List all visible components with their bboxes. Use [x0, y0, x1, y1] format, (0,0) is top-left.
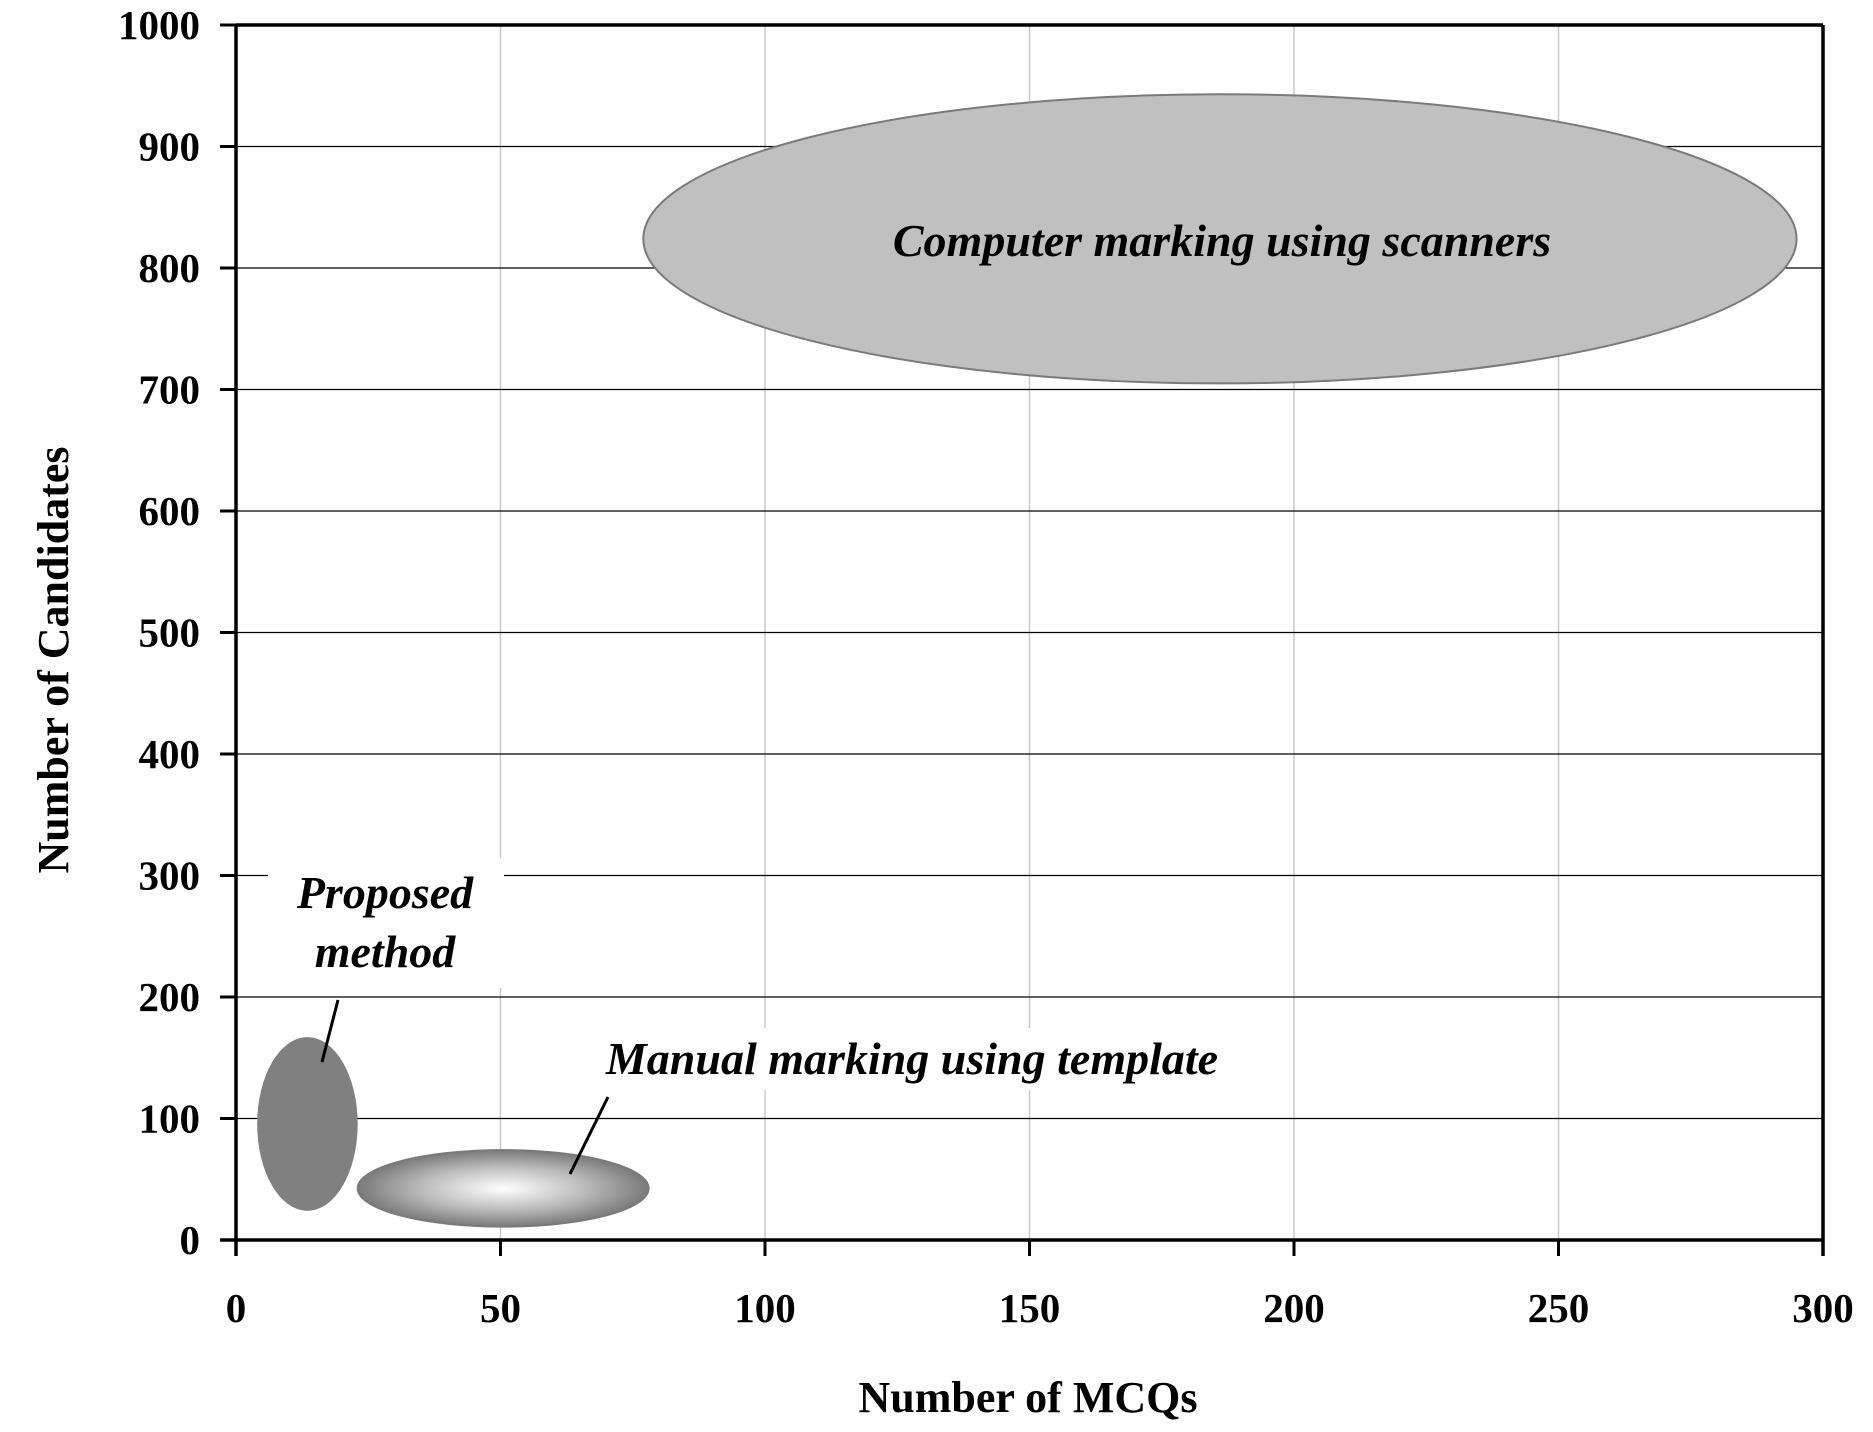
- y-tick-label: 500: [139, 610, 201, 656]
- proposed-method-region: [257, 1037, 358, 1211]
- x-tick-label: 0: [226, 1285, 247, 1331]
- manual-template-label: Manual marking using template: [605, 1033, 1218, 1084]
- proposed-method-label-line1: Proposed: [296, 867, 474, 918]
- regions: [257, 93, 1798, 1228]
- axes: [220, 23, 1825, 1256]
- y-tick-label: 800: [139, 245, 201, 291]
- proposed-method-label-line2: method: [315, 926, 457, 977]
- x-axis-title: Number of MCQs: [859, 1373, 1198, 1422]
- y-tick-label: 200: [139, 974, 201, 1020]
- x-tick-label: 300: [1792, 1285, 1854, 1331]
- y-tick-label: 700: [139, 367, 201, 413]
- tick-labels: 0 50 100 150 200 250 300 0 100 200 300 400 500 600 700…: [118, 2, 1854, 1331]
- x-tick-label: 250: [1528, 1285, 1590, 1331]
- x-tick-label: 150: [999, 1285, 1061, 1331]
- y-tick-label: 1000: [118, 2, 200, 48]
- manual-template-label-backdrop: [575, 1028, 1255, 1090]
- y-tick-label: 100: [139, 1096, 201, 1142]
- region-labels: Computer marking using scanners Proposed m…: [268, 215, 1551, 1175]
- scanner-region: [642, 93, 1798, 385]
- scanner-region-label: Computer marking using scanners: [893, 215, 1551, 266]
- proposed-method-leader-line: [320, 999, 340, 1063]
- y-axis-title: Number of Candidates: [29, 446, 78, 873]
- y-tick-label: 400: [139, 731, 201, 777]
- manual-template-leader-line: [568, 1096, 610, 1175]
- y-tick-label: 300: [139, 853, 201, 899]
- y-tick-label: 900: [139, 124, 201, 170]
- x-tick-label: 200: [1263, 1285, 1325, 1331]
- x-tick-label: 100: [734, 1285, 796, 1331]
- x-tick-label: 50: [480, 1285, 521, 1331]
- y-tick-label: 600: [139, 488, 201, 534]
- y-tick-label: 0: [180, 1217, 201, 1263]
- proposed-method-label-backdrop: [268, 858, 504, 988]
- manual-template-region: [356, 1149, 650, 1228]
